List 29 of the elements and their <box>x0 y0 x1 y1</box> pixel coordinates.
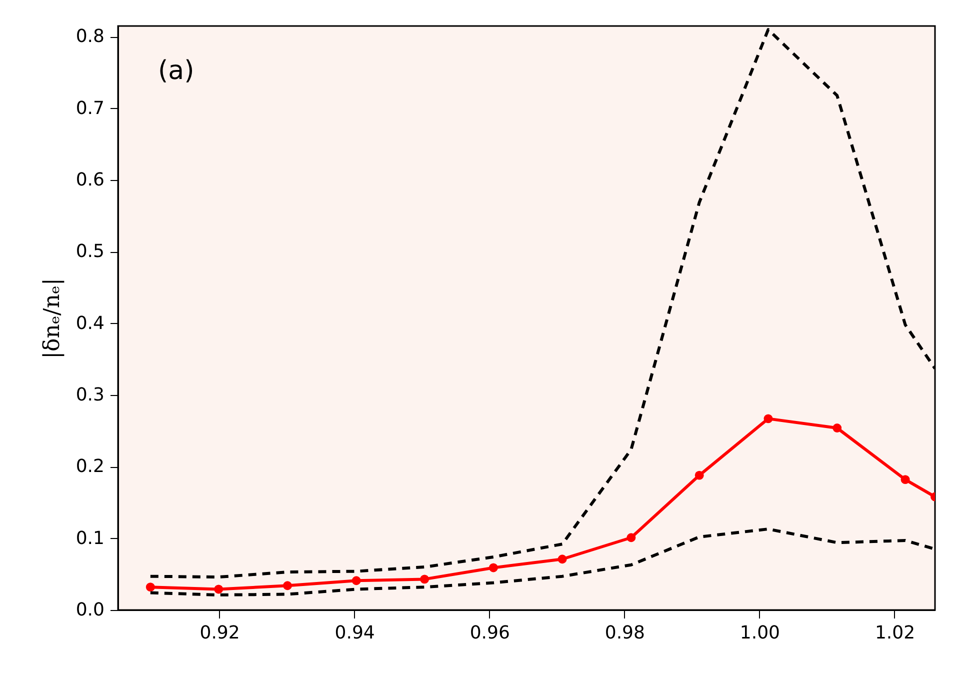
point <box>214 584 224 594</box>
point <box>283 581 292 590</box>
point <box>352 576 361 586</box>
y-tick-label: 0.4 <box>76 312 104 334</box>
point <box>558 554 567 564</box>
y-tick-label: 0.8 <box>76 26 104 48</box>
point <box>626 533 636 542</box>
y-tick-label: 0.6 <box>76 170 104 191</box>
x-tick-label: 1.02 <box>874 622 916 644</box>
y-tick-label: 0.0 <box>76 600 104 620</box>
point <box>900 475 910 484</box>
point <box>694 470 704 480</box>
x-tick-label: 0.92 <box>200 622 240 644</box>
y-tick-label: 0.2 <box>76 456 104 478</box>
x-tick-label: 0.98 <box>604 622 645 644</box>
point <box>488 563 498 572</box>
x-tick-label: 0.96 <box>470 622 510 644</box>
y-tick-label: 0.1 <box>76 528 104 549</box>
x-tick-label: 1.00 <box>740 622 780 644</box>
y-tick-label: 0.5 <box>76 241 104 262</box>
annotation: (a) <box>158 56 194 86</box>
point <box>832 424 842 432</box>
y-tick-label: 0.3 <box>76 384 104 406</box>
y-axis-title: |δnₑ/nₑ| <box>40 278 65 359</box>
point <box>420 574 430 584</box>
point <box>146 582 155 592</box>
y-tick-label: 0.7 <box>76 98 104 119</box>
point <box>764 414 773 424</box>
x-tick-label: 0.94 <box>334 622 375 644</box>
